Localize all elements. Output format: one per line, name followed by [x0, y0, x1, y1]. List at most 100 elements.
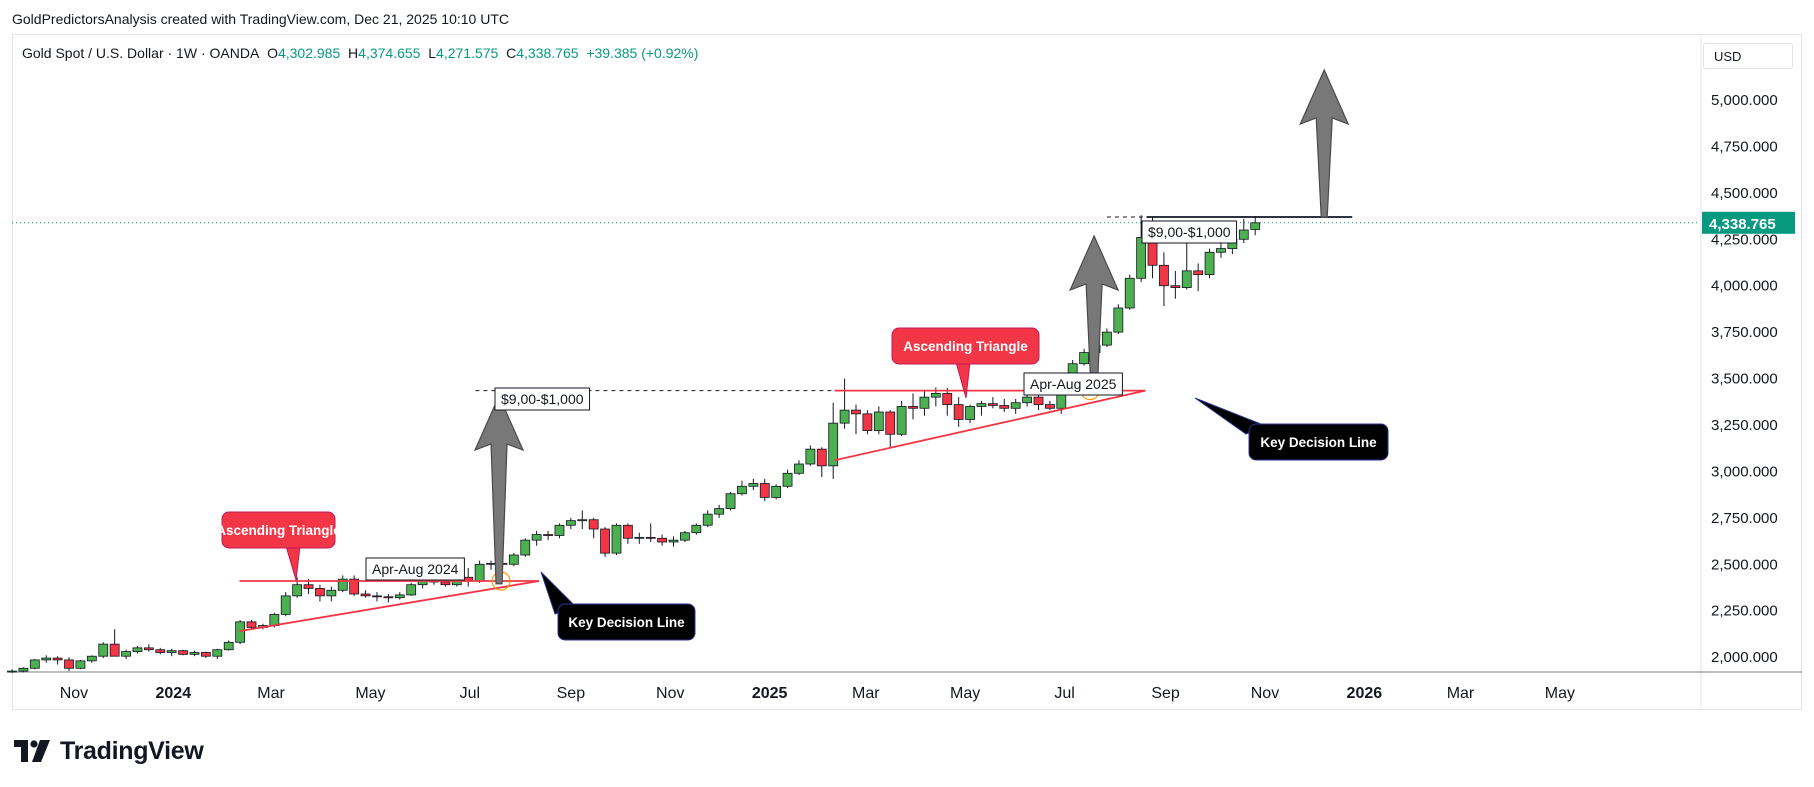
candle[interactable]: [326, 586, 337, 602]
candle[interactable]: [565, 517, 576, 529]
candle[interactable]: [725, 491, 736, 511]
candle[interactable]: [1079, 348, 1090, 366]
key-decision-label-2[interactable]: Key Decision Line: [1194, 397, 1389, 461]
candle[interactable]: [1170, 270, 1181, 299]
candle[interactable]: [771, 484, 782, 500]
candle[interactable]: [166, 648, 177, 657]
candle[interactable]: [18, 667, 29, 673]
target-box-2[interactable]: [1141, 220, 1238, 244]
candle[interactable]: [1022, 393, 1032, 407]
candle[interactable]: [520, 538, 531, 557]
candle[interactable]: [337, 575, 348, 593]
candle[interactable]: [1044, 400, 1055, 411]
candle[interactable]: [885, 410, 896, 448]
candle[interactable]: [1033, 393, 1044, 411]
currency-button[interactable]: USD: [1703, 43, 1793, 69]
candle[interactable]: [212, 648, 223, 659]
ascending-triangle-label-2[interactable]: Ascending Triangle: [891, 327, 1040, 399]
candle[interactable]: [908, 393, 918, 420]
candle[interactable]: [143, 644, 154, 652]
candle[interactable]: [691, 523, 702, 535]
candle[interactable]: [919, 389, 930, 416]
candle[interactable]: [109, 629, 120, 657]
ascending-triangle-label-1[interactable]: Ascending Triangle: [216, 511, 341, 581]
candle[interactable]: [315, 584, 325, 602]
candle[interactable]: [622, 523, 633, 544]
candle[interactable]: [862, 410, 873, 435]
candle[interactable]: [383, 594, 394, 603]
candle[interactable]: [976, 400, 987, 416]
candle[interactable]: [794, 460, 804, 476]
candle[interactable]: [816, 447, 827, 477]
candle[interactable]: [372, 592, 382, 602]
candle[interactable]: [645, 523, 656, 542]
candle[interactable]: [155, 647, 166, 655]
candle[interactable]: [29, 659, 40, 670]
candle[interactable]: [1159, 252, 1169, 307]
candle[interactable]: [759, 478, 770, 502]
candle[interactable]: [702, 510, 713, 528]
candle[interactable]: [1204, 248, 1215, 279]
candle[interactable]: [1238, 218, 1249, 243]
candle[interactable]: [873, 406, 884, 435]
candle[interactable]: [714, 504, 725, 518]
candle[interactable]: [554, 523, 565, 539]
candle[interactable]: [1102, 328, 1112, 347]
candle[interactable]: [200, 651, 211, 659]
candle[interactable]: [86, 655, 97, 663]
candle[interactable]: [7, 669, 17, 673]
candle[interactable]: [657, 534, 668, 546]
candle[interactable]: [999, 399, 1010, 412]
candle[interactable]: [52, 656, 63, 665]
candle[interactable]: [851, 404, 861, 435]
candle[interactable]: [486, 560, 496, 570]
candle[interactable]: [508, 553, 519, 567]
candle[interactable]: [953, 397, 964, 427]
candle[interactable]: [178, 649, 188, 656]
tradingview-logo[interactable]: TradingView: [14, 736, 204, 766]
candle[interactable]: [98, 642, 109, 659]
period-box-2[interactable]: [1023, 372, 1123, 396]
candle[interactable]: [828, 402, 839, 479]
candle[interactable]: [1113, 304, 1124, 334]
candle[interactable]: [1136, 215, 1147, 282]
candle[interactable]: [121, 649, 131, 659]
candle[interactable]: [531, 530, 542, 546]
candle[interactable]: [896, 400, 907, 437]
candle[interactable]: [132, 646, 143, 654]
candle[interactable]: [634, 532, 645, 544]
candle[interactable]: [223, 640, 234, 651]
candle[interactable]: [75, 659, 86, 670]
candle[interactable]: [611, 523, 622, 555]
candle[interactable]: [474, 560, 485, 583]
candle[interactable]: [189, 650, 200, 657]
candle[interactable]: [668, 536, 679, 547]
candle[interactable]: [782, 469, 793, 489]
candle[interactable]: [942, 387, 953, 416]
candle[interactable]: [1250, 216, 1261, 236]
candle[interactable]: [1181, 239, 1192, 290]
candle[interactable]: [349, 575, 360, 596]
candle[interactable]: [987, 397, 998, 409]
candle[interactable]: [463, 568, 474, 587]
candle[interactable]: [394, 592, 405, 600]
candle[interactable]: [839, 378, 850, 429]
candle[interactable]: [805, 445, 816, 466]
candle[interactable]: [737, 480, 747, 496]
period-box-1[interactable]: [365, 557, 465, 581]
candle[interactable]: [360, 590, 371, 598]
candle[interactable]: [406, 582, 417, 596]
candle[interactable]: [246, 620, 257, 630]
candle[interactable]: [588, 517, 599, 539]
target-box-1[interactable]: [494, 387, 591, 411]
candle[interactable]: [680, 530, 690, 542]
candle[interactable]: [235, 620, 246, 645]
candle[interactable]: [1124, 274, 1135, 310]
candle[interactable]: [1010, 399, 1021, 414]
key-decision-label-1[interactable]: Key Decision Line: [540, 571, 696, 641]
candle[interactable]: [543, 530, 553, 541]
candle[interactable]: [41, 655, 52, 663]
candle[interactable]: [1193, 263, 1204, 292]
candle[interactable]: [748, 478, 759, 490]
